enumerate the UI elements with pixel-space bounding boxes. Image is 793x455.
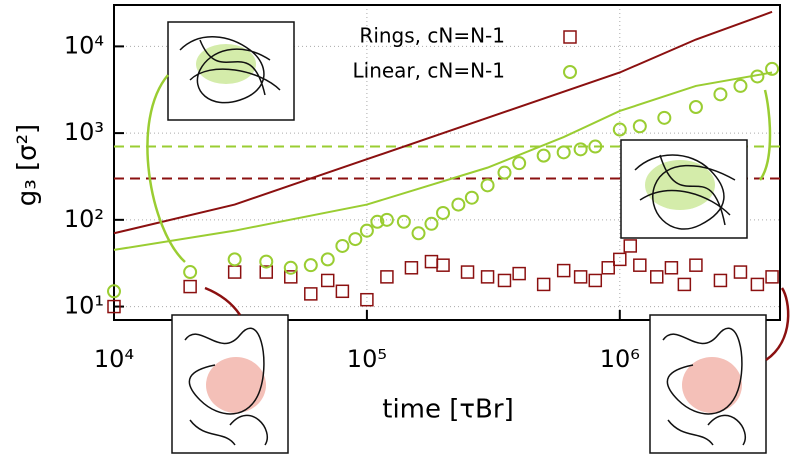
circle-marker bbox=[283, 260, 298, 275]
plot-frame bbox=[113, 4, 781, 321]
square-marker bbox=[436, 258, 450, 272]
circle-marker bbox=[348, 232, 363, 247]
square-marker bbox=[677, 277, 692, 292]
square-marker bbox=[633, 258, 647, 272]
square-marker bbox=[588, 273, 603, 288]
circle-marker bbox=[303, 258, 318, 273]
square-marker bbox=[613, 252, 627, 267]
legend-marker bbox=[563, 65, 577, 79]
circle-marker bbox=[464, 190, 479, 205]
circle-marker bbox=[451, 197, 466, 212]
x-tick-label: 10⁶ bbox=[600, 345, 640, 373]
square-marker bbox=[573, 270, 588, 284]
circle-marker bbox=[411, 226, 426, 241]
legend-marker bbox=[563, 30, 577, 44]
circle-marker bbox=[259, 254, 274, 269]
y-tick-label: 10¹ bbox=[64, 292, 104, 320]
square-marker bbox=[512, 266, 526, 281]
circle-marker bbox=[424, 216, 439, 231]
legend-label: Linear, cN=N-1 bbox=[353, 59, 506, 83]
square-marker bbox=[107, 299, 121, 314]
circle-marker bbox=[497, 165, 512, 180]
circle-marker bbox=[632, 119, 647, 134]
circle-marker bbox=[765, 61, 780, 76]
x-tick-label: 10⁴ bbox=[94, 345, 134, 373]
circle-marker bbox=[588, 139, 603, 154]
square-marker bbox=[650, 270, 664, 284]
y-axis-label: g₃ [σ²] bbox=[13, 124, 43, 206]
circle-marker bbox=[536, 148, 551, 163]
square-marker bbox=[380, 270, 394, 284]
square-marker bbox=[480, 270, 495, 284]
circle-marker bbox=[688, 100, 703, 115]
square-marker bbox=[733, 265, 748, 279]
series-line bbox=[113, 71, 773, 251]
series-line bbox=[113, 10, 773, 235]
circle-marker bbox=[657, 110, 672, 125]
circle-marker bbox=[436, 205, 451, 220]
circle-marker bbox=[612, 122, 627, 137]
square-marker bbox=[556, 263, 571, 278]
square-marker bbox=[689, 258, 703, 272]
square-marker bbox=[536, 277, 551, 292]
circle-marker bbox=[379, 212, 394, 227]
circle-marker bbox=[227, 252, 242, 267]
square-marker bbox=[664, 261, 679, 275]
circle-marker bbox=[733, 78, 748, 93]
circle-marker bbox=[480, 178, 495, 193]
square-marker bbox=[497, 273, 512, 288]
square-marker bbox=[227, 265, 242, 279]
square-marker bbox=[304, 287, 318, 301]
y-tick-label: 10² bbox=[64, 205, 104, 233]
square-marker bbox=[750, 277, 765, 292]
circle-marker bbox=[359, 223, 374, 238]
circle-marker bbox=[556, 145, 571, 160]
circle-marker bbox=[370, 214, 385, 229]
y-tick-label: 10⁴ bbox=[64, 31, 104, 59]
square-marker bbox=[713, 273, 728, 288]
legend-label: Rings, cN=N-1 bbox=[359, 24, 505, 48]
circle-marker bbox=[183, 265, 198, 280]
square-marker bbox=[460, 265, 475, 279]
square-marker bbox=[404, 261, 419, 275]
plot-area: 10⁴ 10⁵ 10⁶ 10¹ 10² 10³ 10⁴ Rings, cN=N-1 Linear… bbox=[64, 4, 781, 373]
square-marker bbox=[284, 270, 298, 284]
x-tick-label: 10⁵ bbox=[347, 345, 387, 373]
square-marker bbox=[601, 261, 615, 275]
circle-marker bbox=[335, 238, 350, 253]
circle-marker bbox=[107, 284, 121, 299]
circle-marker bbox=[713, 87, 728, 102]
circle-marker bbox=[512, 156, 527, 171]
square-marker bbox=[360, 292, 374, 307]
square-marker bbox=[320, 273, 335, 288]
circle-marker bbox=[320, 252, 335, 267]
square-marker bbox=[335, 284, 350, 299]
square-marker bbox=[765, 270, 779, 284]
y-tick-label: 10³ bbox=[64, 118, 104, 146]
square-marker bbox=[424, 254, 439, 269]
square-marker bbox=[259, 265, 274, 279]
square-marker bbox=[623, 239, 638, 253]
x-axis-label: time [τBr] bbox=[382, 395, 513, 425]
square-marker bbox=[183, 279, 197, 294]
insets bbox=[146, 21, 790, 454]
circle-marker bbox=[396, 214, 411, 229]
circle-marker bbox=[573, 142, 588, 157]
